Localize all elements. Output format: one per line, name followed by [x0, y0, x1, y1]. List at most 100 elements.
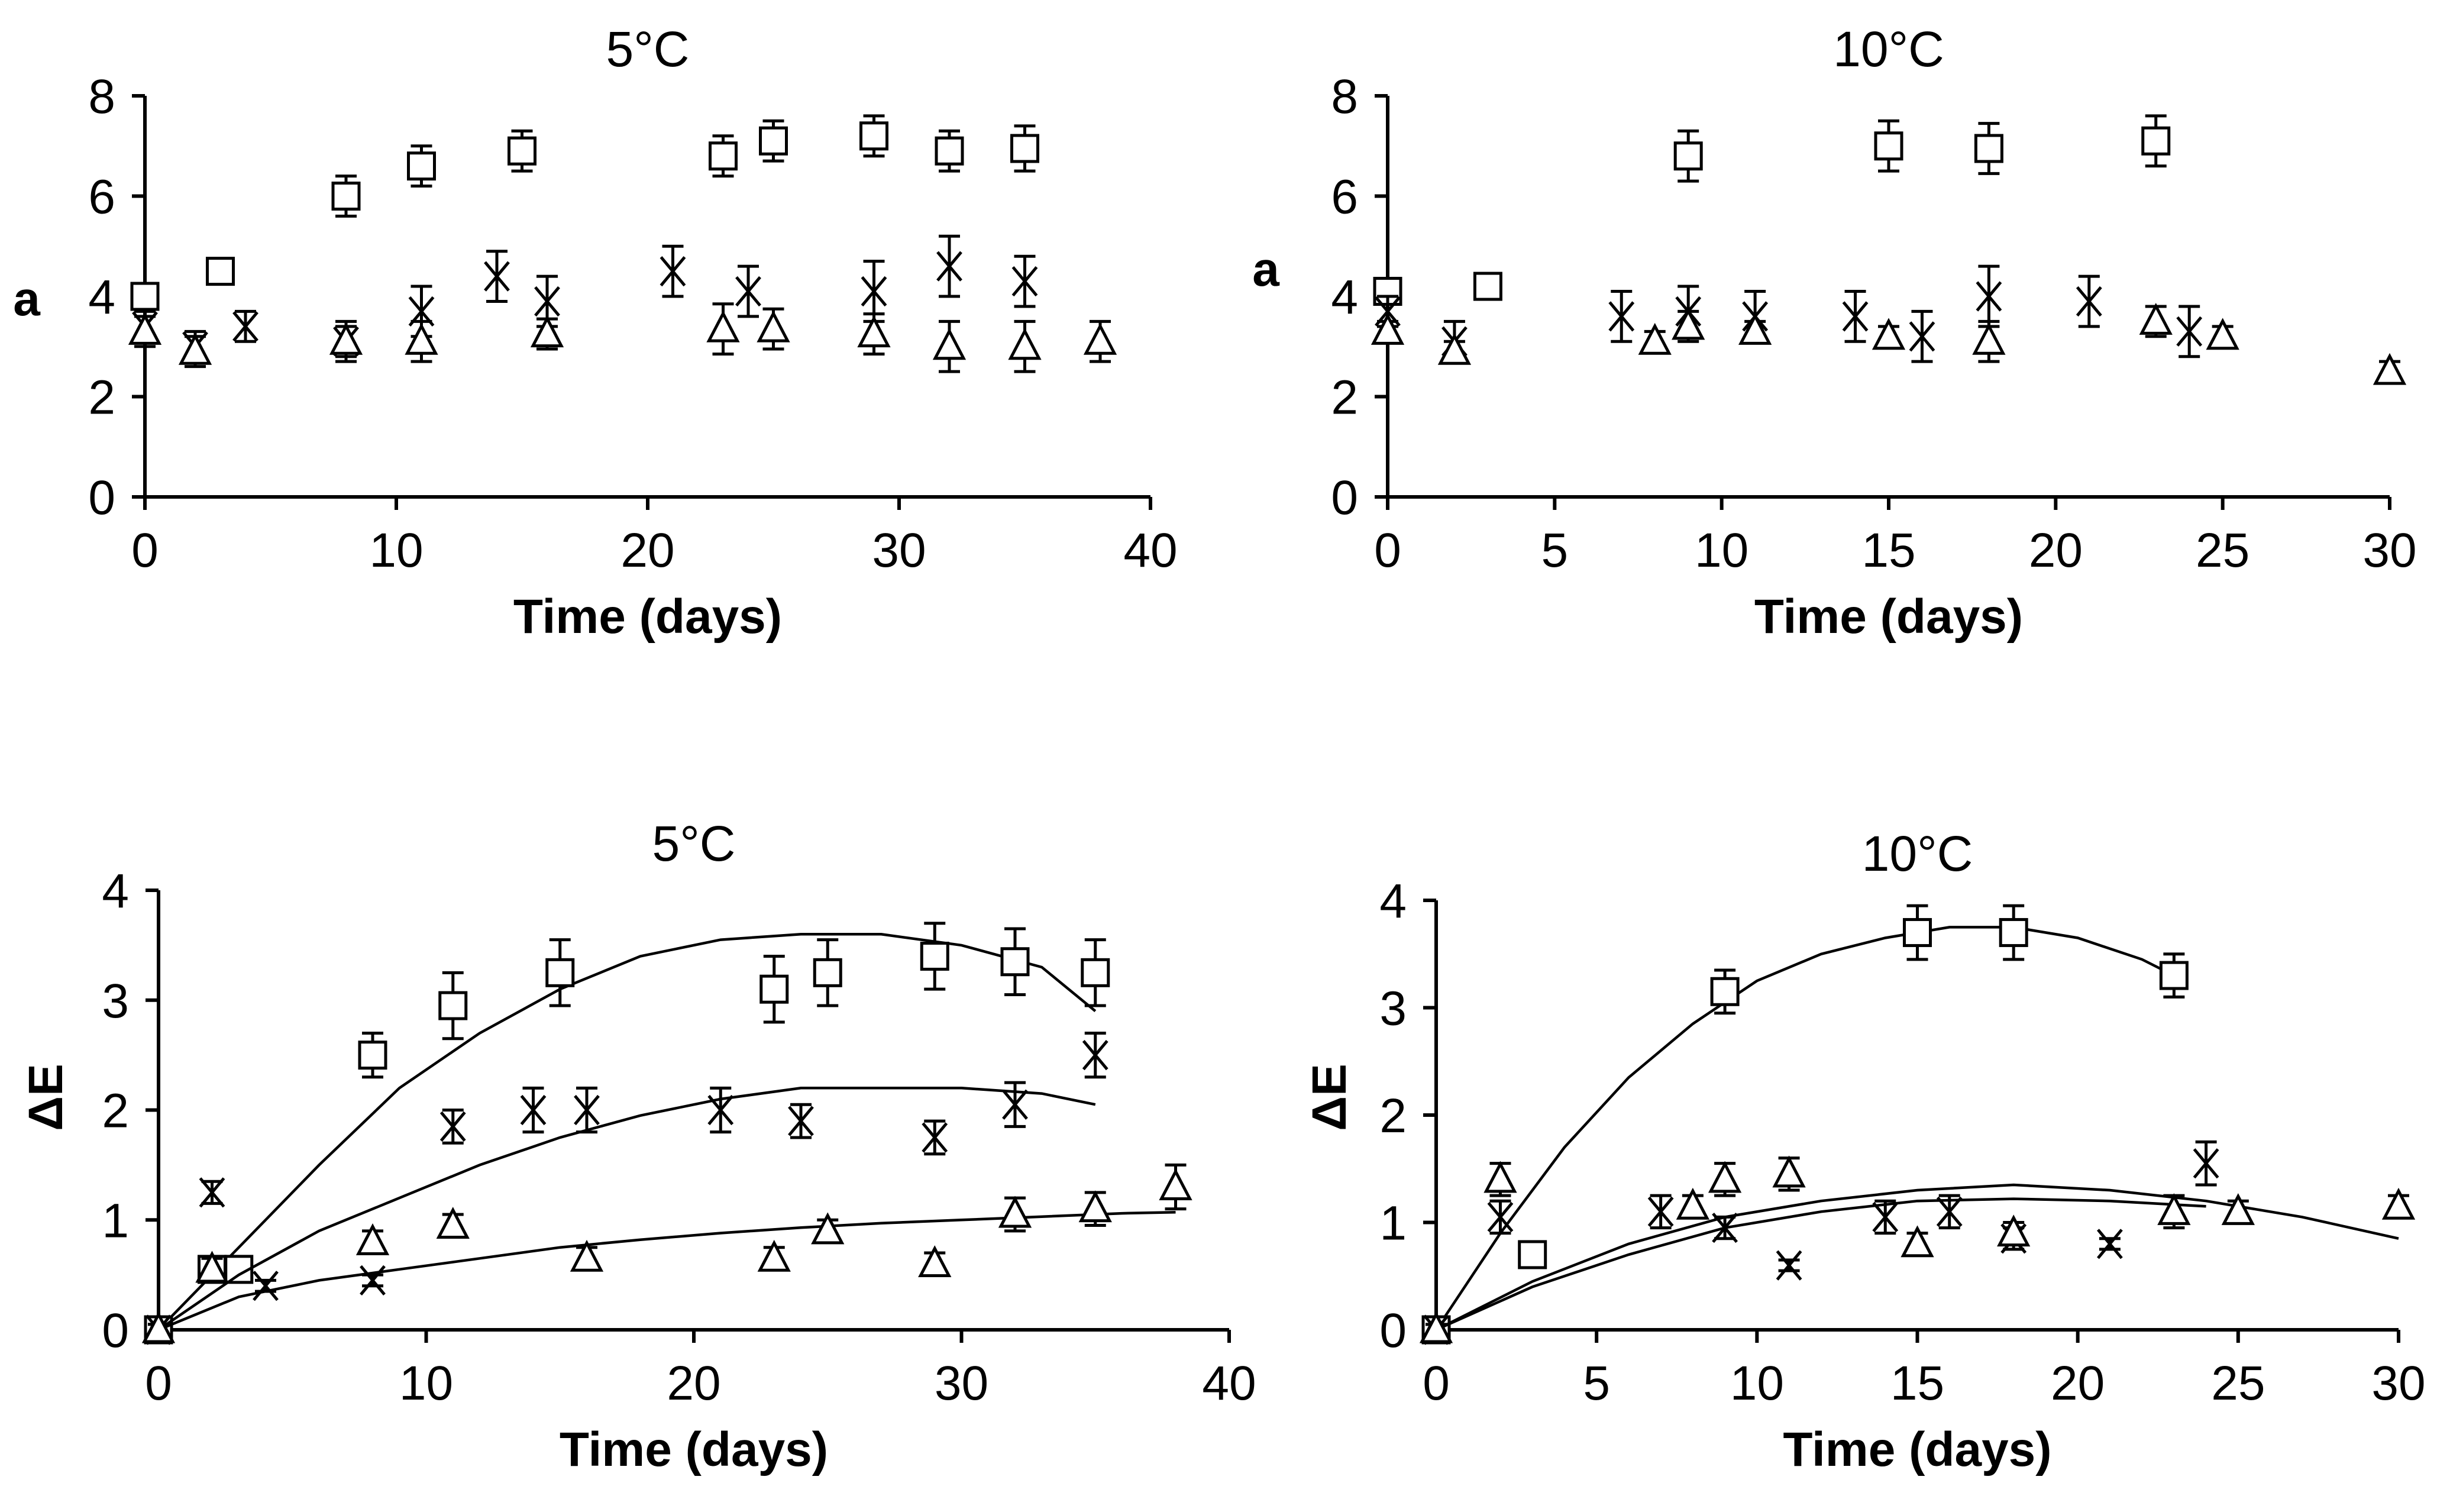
y-tick-label: 1 — [102, 1194, 129, 1248]
x-marker — [360, 1265, 386, 1296]
triangle-marker — [2381, 1187, 2416, 1220]
square-marker — [438, 991, 468, 1020]
square-marker — [206, 257, 235, 286]
data-series — [1423, 1140, 2219, 1345]
triangle-marker — [195, 1251, 229, 1283]
square-marker — [1081, 958, 1110, 987]
square-marker — [1518, 1240, 1547, 1269]
y-tick-label: 2 — [1331, 371, 1358, 425]
triangle-marker — [2157, 1193, 2191, 1225]
square-marker — [759, 126, 788, 156]
x-tick-label: 30 — [2362, 524, 2416, 577]
x-marker — [707, 1094, 734, 1126]
triangle-marker — [1672, 308, 1705, 340]
data-series — [130, 114, 1039, 311]
data-series — [1373, 114, 2171, 306]
chart-panel: 5°C 0 10 20 30 40 0 2 4 6 8 Time (days) a — [13, 21, 1177, 644]
y-tick-label: 0 — [102, 1304, 129, 1358]
y-tick-label: 4 — [88, 270, 115, 324]
x-tick-label: 0 — [145, 1356, 172, 1410]
triangle-marker — [1078, 1190, 1112, 1223]
triangle-marker — [1419, 1311, 1453, 1343]
triangle-marker — [141, 1311, 176, 1343]
y-tick-label: 8 — [88, 70, 115, 124]
square-marker — [1000, 947, 1030, 977]
triangle-marker — [1972, 322, 2006, 355]
x-marker — [1487, 1201, 1514, 1233]
data-series — [144, 922, 1110, 1345]
square-marker — [407, 151, 436, 181]
square-marker — [508, 136, 536, 166]
square-marker — [2141, 126, 2171, 156]
data-series — [128, 302, 1117, 373]
square-marker — [1974, 134, 2003, 163]
chart-title: 5°C — [652, 816, 736, 871]
triangle-marker — [1371, 312, 1405, 345]
triangle-marker — [1901, 1225, 1934, 1258]
data-series — [1371, 302, 2407, 385]
triangle-marker — [570, 1239, 604, 1272]
y-tick-label: 0 — [1379, 1304, 1407, 1358]
x-tick-label: 5 — [1583, 1356, 1610, 1410]
triangle-marker — [1083, 322, 1117, 355]
y-tick-label: 2 — [102, 1084, 129, 1138]
y-axis-label: ΔE — [1302, 1064, 1356, 1131]
square-marker — [1874, 131, 1903, 161]
triangle-marker — [1708, 1161, 1742, 1193]
y-axis-label: a — [1252, 243, 1280, 296]
square-marker — [920, 941, 949, 971]
x-marker — [2076, 286, 2102, 317]
triangle-marker — [757, 310, 790, 343]
y-tick-label: 4 — [1379, 874, 1407, 928]
triangle-marker — [998, 1196, 1032, 1228]
y-tick-label: 0 — [88, 471, 115, 525]
x-tick-label: 10 — [369, 524, 423, 577]
triangle-marker — [918, 1245, 952, 1278]
data-series — [146, 1031, 1108, 1345]
square-marker — [130, 282, 160, 311]
x-tick-label: 40 — [1202, 1356, 1256, 1410]
x-tick-label: 10 — [399, 1356, 453, 1410]
triangle-marker — [1738, 312, 1772, 345]
x-marker — [534, 286, 560, 317]
chart-title: 5°C — [606, 21, 690, 77]
triangle-marker — [1872, 318, 1906, 350]
x-marker — [861, 276, 887, 307]
fit-curve — [157, 933, 1097, 1331]
x-tick-label: 25 — [2196, 524, 2249, 577]
data-series — [1421, 904, 2189, 1345]
square-marker — [709, 141, 738, 171]
x-tick-label: 20 — [2051, 1356, 2105, 1410]
x-tick-label: 15 — [1861, 524, 1915, 577]
square-marker — [859, 121, 888, 151]
square-marker — [545, 958, 575, 987]
y-tick-label: 3 — [1379, 982, 1407, 1036]
x-marker — [199, 1177, 225, 1208]
square-marker — [2159, 961, 2189, 990]
x-axis-label: Time (days) — [1754, 590, 2023, 644]
triangle-marker — [1437, 332, 1472, 365]
x-tick-label: 15 — [1890, 1356, 1944, 1410]
square-marker — [1473, 272, 1502, 301]
triangle-marker — [932, 328, 967, 360]
chart-panel: 10°C 0 5 10 15 20 25 30 0 2 4 6 8 Time (days) a — [1252, 21, 2416, 644]
x-marker — [1936, 1196, 1963, 1227]
x-marker — [660, 256, 686, 287]
y-tick-label: 8 — [1331, 70, 1358, 124]
x-tick-label: 25 — [2211, 1356, 2265, 1410]
triangle-marker — [405, 322, 438, 355]
x-marker — [1002, 1089, 1028, 1120]
triangle-marker — [1676, 1187, 1709, 1220]
x-marker — [2193, 1148, 2219, 1179]
x-marker — [1776, 1250, 1802, 1281]
square-marker — [331, 182, 361, 211]
x-marker — [922, 1122, 948, 1153]
triangle-marker — [530, 315, 564, 348]
chart-panel: 5°C 0 10 20 30 40 0 1 2 3 4 Time (days) ΔE — [19, 816, 1256, 1477]
x-marker — [574, 1094, 600, 1126]
x-tick-label: 0 — [1374, 524, 1401, 577]
x-marker — [520, 1094, 547, 1126]
triangle-marker — [1159, 1168, 1192, 1201]
x-marker — [1647, 1196, 1674, 1227]
